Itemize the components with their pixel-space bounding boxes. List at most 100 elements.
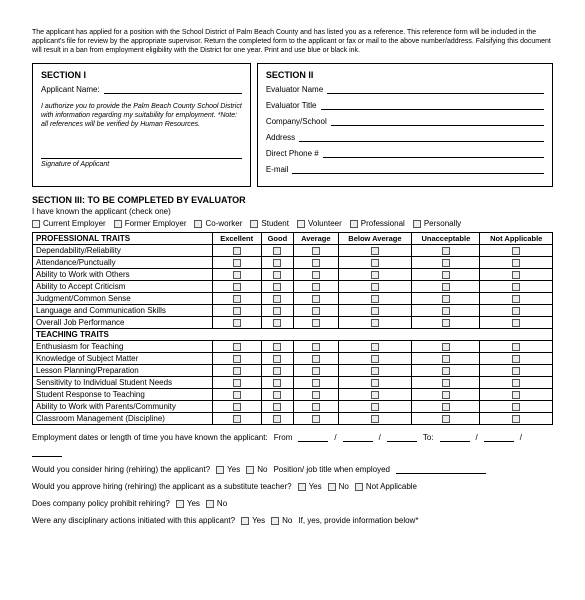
rating-check[interactable] bbox=[312, 247, 320, 255]
rating-check[interactable] bbox=[371, 343, 379, 351]
policy-yes-check[interactable] bbox=[176, 500, 184, 508]
rating-check[interactable] bbox=[442, 307, 450, 315]
rating-check[interactable] bbox=[512, 415, 520, 423]
rating-check[interactable] bbox=[273, 403, 281, 411]
rating-check[interactable] bbox=[512, 307, 520, 315]
relation-check[interactable] bbox=[114, 220, 122, 228]
rating-check[interactable] bbox=[371, 391, 379, 399]
rating-check[interactable] bbox=[312, 367, 320, 375]
rating-check[interactable] bbox=[233, 355, 241, 363]
rating-check[interactable] bbox=[312, 379, 320, 387]
rating-check[interactable] bbox=[312, 307, 320, 315]
rating-check[interactable] bbox=[233, 343, 241, 351]
relation-check[interactable] bbox=[250, 220, 258, 228]
rating-check[interactable] bbox=[442, 271, 450, 279]
relation-check[interactable] bbox=[194, 220, 202, 228]
rating-check[interactable] bbox=[512, 319, 520, 327]
rating-check[interactable] bbox=[512, 391, 520, 399]
rating-check[interactable] bbox=[442, 367, 450, 375]
rating-check[interactable] bbox=[371, 271, 379, 279]
rating-check[interactable] bbox=[312, 343, 320, 351]
rating-check[interactable] bbox=[371, 283, 379, 291]
rating-check[interactable] bbox=[442, 355, 450, 363]
rating-check[interactable] bbox=[233, 271, 241, 279]
rating-check[interactable] bbox=[233, 295, 241, 303]
sec2-field-input[interactable] bbox=[327, 84, 544, 94]
rating-check[interactable] bbox=[273, 283, 281, 291]
to-d[interactable] bbox=[484, 433, 514, 442]
hire-yes-check[interactable] bbox=[216, 466, 224, 474]
from-m[interactable] bbox=[298, 433, 328, 442]
rating-check[interactable] bbox=[512, 295, 520, 303]
rating-check[interactable] bbox=[442, 343, 450, 351]
relation-check[interactable] bbox=[297, 220, 305, 228]
rating-check[interactable] bbox=[233, 307, 241, 315]
rating-check[interactable] bbox=[273, 355, 281, 363]
rating-check[interactable] bbox=[312, 415, 320, 423]
rating-check[interactable] bbox=[512, 355, 520, 363]
rating-check[interactable] bbox=[371, 379, 379, 387]
rating-check[interactable] bbox=[371, 319, 379, 327]
rating-check[interactable] bbox=[512, 403, 520, 411]
rating-check[interactable] bbox=[233, 367, 241, 375]
rating-check[interactable] bbox=[371, 367, 379, 375]
rating-check[interactable] bbox=[233, 319, 241, 327]
sub-yes-check[interactable] bbox=[298, 483, 306, 491]
rating-check[interactable] bbox=[273, 307, 281, 315]
to-y[interactable] bbox=[32, 448, 62, 457]
rating-check[interactable] bbox=[312, 391, 320, 399]
rating-check[interactable] bbox=[273, 295, 281, 303]
rating-check[interactable] bbox=[512, 367, 520, 375]
rating-check[interactable] bbox=[442, 295, 450, 303]
disc-no-check[interactable] bbox=[271, 517, 279, 525]
rating-check[interactable] bbox=[233, 283, 241, 291]
rating-check[interactable] bbox=[512, 283, 520, 291]
rating-check[interactable] bbox=[442, 379, 450, 387]
rating-check[interactable] bbox=[442, 319, 450, 327]
from-d[interactable] bbox=[343, 433, 373, 442]
relation-check[interactable] bbox=[32, 220, 40, 228]
relation-check[interactable] bbox=[413, 220, 421, 228]
rating-check[interactable] bbox=[233, 415, 241, 423]
rating-check[interactable] bbox=[273, 271, 281, 279]
sub-no-check[interactable] bbox=[328, 483, 336, 491]
rating-check[interactable] bbox=[273, 391, 281, 399]
sec2-field-input[interactable] bbox=[331, 116, 544, 126]
rating-check[interactable] bbox=[442, 283, 450, 291]
rating-check[interactable] bbox=[371, 355, 379, 363]
rating-check[interactable] bbox=[273, 319, 281, 327]
relation-check[interactable] bbox=[350, 220, 358, 228]
rating-check[interactable] bbox=[233, 403, 241, 411]
rating-check[interactable] bbox=[442, 259, 450, 267]
rating-check[interactable] bbox=[371, 247, 379, 255]
rating-check[interactable] bbox=[312, 283, 320, 291]
sec2-field-input[interactable] bbox=[323, 148, 544, 158]
rating-check[interactable] bbox=[273, 367, 281, 375]
rating-check[interactable] bbox=[273, 343, 281, 351]
rating-check[interactable] bbox=[312, 295, 320, 303]
rating-check[interactable] bbox=[312, 319, 320, 327]
rating-check[interactable] bbox=[312, 355, 320, 363]
rating-check[interactable] bbox=[233, 247, 241, 255]
rating-check[interactable] bbox=[442, 403, 450, 411]
rating-check[interactable] bbox=[233, 391, 241, 399]
rating-check[interactable] bbox=[312, 271, 320, 279]
rating-check[interactable] bbox=[371, 295, 379, 303]
from-y[interactable] bbox=[387, 433, 417, 442]
rating-check[interactable] bbox=[371, 259, 379, 267]
sec2-field-input[interactable] bbox=[321, 100, 544, 110]
rating-check[interactable] bbox=[312, 259, 320, 267]
rating-check[interactable] bbox=[512, 259, 520, 267]
rating-check[interactable] bbox=[312, 403, 320, 411]
rating-check[interactable] bbox=[512, 343, 520, 351]
rating-check[interactable] bbox=[273, 247, 281, 255]
rating-check[interactable] bbox=[512, 247, 520, 255]
rating-check[interactable] bbox=[273, 415, 281, 423]
position-input[interactable] bbox=[396, 465, 486, 474]
disc-yes-check[interactable] bbox=[241, 517, 249, 525]
rating-check[interactable] bbox=[371, 415, 379, 423]
rating-check[interactable] bbox=[233, 259, 241, 267]
rating-check[interactable] bbox=[442, 415, 450, 423]
sec2-field-input[interactable] bbox=[292, 164, 544, 174]
rating-check[interactable] bbox=[442, 247, 450, 255]
